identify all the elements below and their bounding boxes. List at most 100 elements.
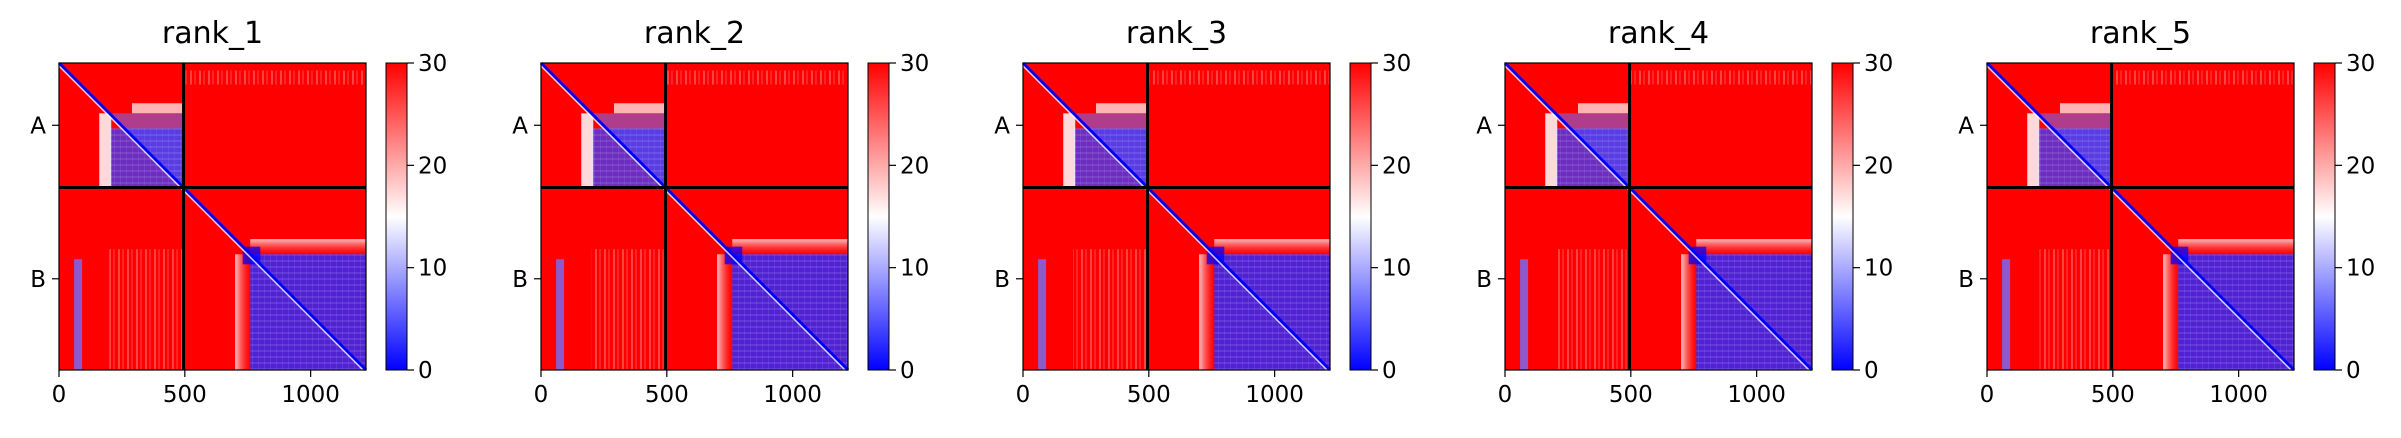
diagonal-highlight bbox=[1986, 65, 2292, 371]
inter-chain-region bbox=[665, 70, 848, 85]
chain-a-stripe bbox=[1545, 113, 1558, 188]
inter-chain-region bbox=[109, 249, 184, 370]
colorbar-tick-label: 20 bbox=[418, 153, 447, 179]
colorbar-tick-label: 30 bbox=[900, 51, 929, 77]
panel-4: rank_4 0 500 1000 A B 0 10 20 30 bbox=[1476, 16, 1893, 408]
diagonal bbox=[1503, 61, 1814, 372]
diagonal bbox=[539, 61, 850, 372]
x-tick-label: 0 bbox=[534, 382, 549, 408]
colorbar-tick-label: 0 bbox=[2346, 358, 2361, 384]
chain-a-stripe bbox=[2027, 113, 2040, 188]
y-tick-label: A bbox=[30, 113, 46, 139]
inter-chain-region bbox=[591, 249, 666, 370]
x-tick-label: 500 bbox=[163, 382, 207, 408]
colorbar bbox=[1831, 62, 1854, 371]
chain-b-fade bbox=[1696, 239, 1812, 255]
y-tick-label: B bbox=[1476, 267, 1492, 293]
x-tick-label: 0 bbox=[1016, 382, 1031, 408]
colorbar-tick-label: 10 bbox=[2346, 256, 2375, 282]
diagonal bbox=[57, 61, 368, 372]
colorbar-tick-label: 30 bbox=[2346, 51, 2375, 77]
chart-title: rank_4 bbox=[1608, 16, 1709, 51]
colorbar-tick-label: 10 bbox=[418, 256, 447, 282]
y-tick-label: B bbox=[994, 267, 1010, 293]
chain-a-stripe bbox=[2059, 103, 2112, 114]
pae-heatmap bbox=[1021, 61, 1332, 372]
pae-heatmap bbox=[1503, 61, 1814, 372]
diagonal-highlight bbox=[58, 65, 364, 371]
colorbar bbox=[1349, 62, 1372, 371]
y-tick-label: A bbox=[512, 113, 528, 139]
chain-b-fade bbox=[235, 254, 251, 370]
y-tick-label: A bbox=[1476, 113, 1492, 139]
colorbar-tick-label: 20 bbox=[1382, 153, 1411, 179]
panel-2: rank_2 0 500 1000 A B 0 10 20 30 bbox=[512, 16, 929, 408]
chain-b-stripe bbox=[1038, 259, 1047, 370]
panel-5: rank_5 0 500 1000 A B 0 10 20 30 bbox=[1958, 16, 2375, 408]
chain-b-stripe bbox=[74, 259, 83, 370]
x-tick-label: 0 bbox=[1498, 382, 1513, 408]
chain-b-stripe bbox=[2002, 259, 2011, 370]
chain-b-fade bbox=[1681, 254, 1697, 370]
chain-b-fade bbox=[717, 254, 733, 370]
x-tick-label: 500 bbox=[1609, 382, 1653, 408]
chain-a-stripe bbox=[1063, 113, 1076, 188]
colorbar-tick-label: 20 bbox=[900, 153, 929, 179]
inter-chain-region bbox=[2037, 249, 2112, 370]
chart-title: rank_5 bbox=[2090, 16, 2191, 51]
diagonal-highlight bbox=[1022, 65, 1328, 371]
chain-a-stripe bbox=[1577, 103, 1630, 114]
y-tick-label: B bbox=[512, 267, 528, 293]
x-tick-label: 1000 bbox=[763, 382, 822, 408]
chain-b-fade bbox=[250, 239, 366, 255]
axes-frame bbox=[540, 62, 849, 371]
inter-chain-region bbox=[2111, 70, 2294, 85]
chain-b-stripe bbox=[556, 259, 565, 370]
colorbar-tick-label: 0 bbox=[1382, 358, 1397, 384]
colorbar-tick-label: 30 bbox=[1864, 51, 1893, 77]
colorbar bbox=[867, 62, 890, 371]
inter-chain-region bbox=[1147, 70, 1330, 85]
x-tick-label: 0 bbox=[1980, 382, 1995, 408]
colorbar-tick-label: 0 bbox=[900, 358, 915, 384]
colorbar-tick-label: 0 bbox=[418, 358, 433, 384]
x-tick-label: 500 bbox=[1127, 382, 1171, 408]
pae-heatmap bbox=[1985, 61, 2296, 372]
chain-b-fade bbox=[2163, 254, 2179, 370]
x-tick-label: 500 bbox=[2091, 382, 2135, 408]
x-tick-label: 1000 bbox=[1245, 382, 1304, 408]
panel-1: rank_1 0 500 1000 A B 0 10 20 30 bbox=[30, 16, 447, 408]
colorbar-tick-label: 30 bbox=[418, 51, 447, 77]
chain-b-fade bbox=[2178, 239, 2294, 255]
colorbar-tick-label: 30 bbox=[1382, 51, 1411, 77]
inter-chain-region bbox=[1629, 70, 1812, 85]
x-tick-label: 1000 bbox=[1727, 382, 1786, 408]
chart-title: rank_1 bbox=[162, 16, 263, 51]
pae-heatmap bbox=[57, 61, 368, 372]
chain-b-stripe bbox=[1520, 259, 1529, 370]
pae-heatmap bbox=[539, 61, 850, 372]
inter-chain-region bbox=[1073, 249, 1148, 370]
colorbar-tick-label: 0 bbox=[1864, 358, 1879, 384]
colorbar-tick-label: 10 bbox=[1382, 256, 1411, 282]
chain-a-stripe bbox=[1095, 103, 1148, 114]
chart-title: rank_2 bbox=[644, 16, 745, 51]
diagonal-highlight bbox=[1504, 65, 1810, 371]
colorbar bbox=[2313, 62, 2336, 371]
inter-chain-region bbox=[1555, 249, 1630, 370]
chain-a-stripe bbox=[99, 113, 112, 188]
y-tick-label: A bbox=[1958, 113, 1974, 139]
y-tick-label: A bbox=[994, 113, 1010, 139]
panel-3: rank_3 0 500 1000 A B 0 10 20 30 bbox=[994, 16, 1411, 408]
x-tick-label: 0 bbox=[52, 382, 67, 408]
y-tick-label: B bbox=[1958, 267, 1974, 293]
diagonal-highlight bbox=[540, 65, 846, 371]
x-tick-label: 1000 bbox=[281, 382, 340, 408]
chart-title: rank_3 bbox=[1126, 16, 1227, 51]
colorbar-tick-label: 20 bbox=[2346, 153, 2375, 179]
axes-frame bbox=[58, 62, 367, 371]
colorbar bbox=[385, 62, 408, 371]
colorbar-tick-label: 20 bbox=[1864, 153, 1893, 179]
axes-frame bbox=[1022, 62, 1331, 371]
